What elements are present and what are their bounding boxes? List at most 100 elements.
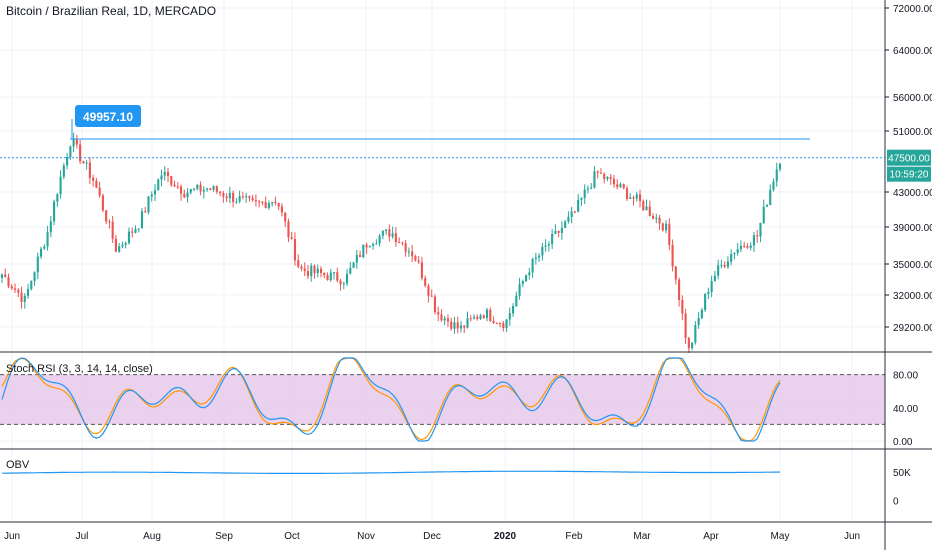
candle-body bbox=[495, 322, 498, 324]
countdown-label: 10:59:20 bbox=[890, 170, 929, 181]
last-price-label: 47500.00 bbox=[888, 154, 930, 165]
candle-body bbox=[528, 272, 531, 276]
candle-body bbox=[30, 280, 33, 290]
candle-body bbox=[544, 245, 547, 247]
candle-body bbox=[359, 254, 362, 258]
candle-body bbox=[7, 277, 10, 287]
candle-body bbox=[385, 229, 388, 231]
candle-body bbox=[420, 262, 423, 279]
candle-body bbox=[720, 265, 723, 267]
price-tick-label: 35000.00 bbox=[893, 260, 932, 271]
price-tick-label: 56000.00 bbox=[893, 93, 932, 104]
candle-body bbox=[560, 227, 563, 233]
candle-body bbox=[430, 295, 433, 297]
candle-body bbox=[310, 265, 313, 277]
candle-body bbox=[769, 189, 772, 206]
candle-body bbox=[0, 274, 4, 278]
candle-body bbox=[515, 295, 518, 306]
candle-body bbox=[398, 242, 401, 244]
candle-body bbox=[313, 265, 316, 274]
candle-body bbox=[642, 201, 645, 211]
candle-body bbox=[20, 292, 23, 302]
time-axis-label: Dec bbox=[423, 531, 441, 542]
candle-body bbox=[547, 244, 550, 246]
candle-body bbox=[730, 254, 733, 262]
price-tick-label: 51000.00 bbox=[893, 127, 932, 138]
candle-body bbox=[612, 178, 616, 185]
candle-body bbox=[466, 318, 469, 328]
obv-layer bbox=[2, 470, 781, 474]
candle-body bbox=[609, 176, 612, 179]
candle-body bbox=[603, 173, 606, 180]
candle-body bbox=[414, 256, 417, 261]
candle-body bbox=[665, 223, 668, 231]
candle-body bbox=[75, 138, 78, 145]
candle-body bbox=[72, 138, 75, 147]
candle-body bbox=[498, 323, 502, 325]
candle-body bbox=[723, 265, 726, 267]
candle-body bbox=[391, 233, 394, 237]
candle-body bbox=[245, 196, 248, 198]
time-axis-label: 2020 bbox=[494, 531, 517, 542]
candle-body bbox=[36, 256, 39, 273]
time-axis-label: Jul bbox=[76, 531, 89, 542]
obv-tick-label: 50K bbox=[893, 468, 911, 479]
time-axis-label: Sep bbox=[215, 531, 233, 542]
candle-body bbox=[508, 313, 511, 320]
candle-body bbox=[92, 177, 95, 181]
candle-body bbox=[53, 201, 56, 222]
candle-body bbox=[411, 251, 414, 257]
candle-body bbox=[710, 281, 713, 293]
candle-body bbox=[150, 194, 153, 197]
candle-body bbox=[554, 231, 557, 235]
candle-body bbox=[212, 186, 215, 190]
candle-body bbox=[124, 243, 127, 245]
candle-body bbox=[381, 230, 384, 236]
candle-body bbox=[241, 196, 244, 198]
candle-body bbox=[140, 211, 144, 229]
candle-body bbox=[235, 201, 238, 203]
candle-body bbox=[17, 289, 20, 293]
candle-body bbox=[765, 205, 769, 207]
candle-body bbox=[95, 180, 98, 188]
candle-body bbox=[345, 273, 349, 284]
price-tick-label: 72000.00 bbox=[893, 4, 932, 15]
candle-body bbox=[678, 279, 681, 300]
price-tick-label: 32000.00 bbox=[893, 291, 932, 302]
stoch-d-line bbox=[1, 357, 781, 442]
candle-body bbox=[13, 288, 17, 290]
last-price-box bbox=[887, 149, 931, 166]
candle-body bbox=[485, 309, 489, 318]
time-axis-label: Jun bbox=[844, 531, 860, 542]
candle-body bbox=[173, 184, 176, 187]
candle-body bbox=[209, 188, 212, 190]
candle-body bbox=[98, 187, 101, 196]
candle-body bbox=[427, 285, 430, 296]
candle-body bbox=[479, 315, 482, 319]
candle-body bbox=[648, 206, 651, 217]
candle-body bbox=[593, 171, 596, 188]
candle-body bbox=[596, 171, 599, 173]
candle-body bbox=[274, 202, 277, 204]
candle-body bbox=[69, 146, 72, 158]
candle-body bbox=[46, 232, 49, 247]
candle-body bbox=[179, 186, 183, 194]
candle-body bbox=[749, 245, 752, 248]
candle-body bbox=[349, 267, 352, 274]
candle-body bbox=[567, 216, 570, 222]
candle-body bbox=[225, 196, 228, 199]
candle-body bbox=[49, 221, 52, 233]
candle-body bbox=[778, 163, 782, 170]
candle-body bbox=[629, 197, 632, 200]
candle-body bbox=[443, 318, 446, 321]
candle-body bbox=[365, 244, 368, 248]
candle-body bbox=[202, 189, 205, 192]
candle-body bbox=[114, 238, 117, 252]
candle-body bbox=[238, 196, 241, 202]
candle-body bbox=[297, 260, 300, 267]
candle-body bbox=[505, 319, 508, 329]
candle-body bbox=[339, 280, 342, 285]
candle-body bbox=[401, 242, 404, 244]
